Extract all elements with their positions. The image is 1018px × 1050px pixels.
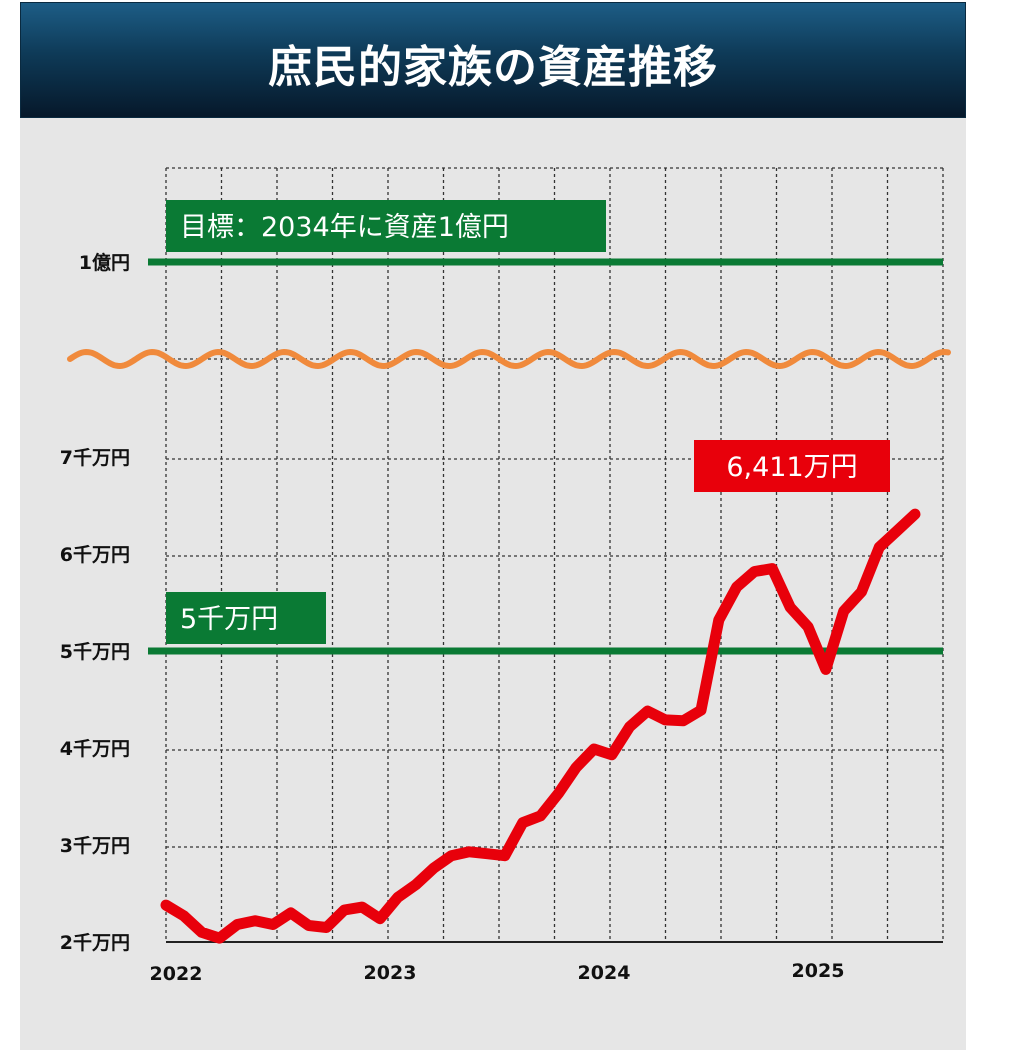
reference-lines: 目標：2034年に資産1億円 5千万円 [148,200,943,655]
chart-title: 庶民的家族の資産推移 [268,42,718,93]
data-point [700,709,702,711]
data-point [236,924,238,925]
data-point [861,591,862,593]
y-tick-labels: 2千万円 3千万円 4千万円 5千万円 6千万円 7千万円 1億円 [60,251,130,954]
data-point [807,626,809,628]
data-point [308,925,310,926]
data-point [361,906,363,908]
y-tick-label: 3千万円 [60,835,130,857]
data-point [593,748,595,750]
series-layer [160,508,921,944]
chart-header: 庶民的家族の資産推移 [20,2,966,118]
data-point [254,920,256,922]
annotations: 6,411万円 [694,440,890,492]
data-point [522,822,524,824]
y-tick-label: 4千万円 [60,738,130,760]
y-tick-label: 1億円 [79,251,130,274]
data-point [468,851,470,853]
data-point [183,915,185,917]
data-point [682,720,684,722]
x-tick-label: 2022 [150,963,203,985]
data-point [450,855,452,857]
data-point [896,530,898,532]
data-point [575,766,577,768]
data-point [736,586,738,588]
data-point [201,931,203,933]
chart-panel: 目標：2034年に資産1億円 5千万円 2千万円 3千万円 4千万円 5千万円 6千万円 7… [20,118,966,1050]
y-tick-label: 6千万円 [60,544,130,566]
grid [165,167,944,943]
data-point [379,918,381,920]
data-point [914,513,916,515]
data-point [272,924,274,925]
data-point [486,853,488,855]
data-point [433,867,434,869]
data-point [878,546,880,548]
data-point [540,815,541,817]
reference-label: 5千万円 [180,604,278,635]
value-callout-box [694,440,890,492]
value-callout: 6,411万円 [726,452,857,483]
data-point [647,710,648,712]
data-point [629,726,631,728]
data-point [843,610,845,612]
data-point [343,909,345,911]
data-point [397,896,399,898]
y-tick-label: 2千万円 [60,932,130,954]
x-tick-labels: 2022 2023 2024 2025 [150,960,845,985]
x-tick-label: 2023 [364,962,417,984]
data-point [771,568,773,570]
data-point [825,668,827,670]
series-line [160,508,921,944]
line-chart: 目標：2034年に資産1億円 5千万円 2千万円 3千万円 4千万円 5千万円 6千万円 7… [60,167,951,985]
data-point [219,937,220,939]
data-point [754,571,755,572]
data-point [326,927,327,928]
data-point [718,619,720,621]
data-point [165,904,167,906]
reference-label-box [166,592,326,644]
data-point [789,606,791,608]
data-point [557,793,559,795]
axis-break-wave [67,348,951,370]
x-tick-label: 2024 [578,962,631,984]
reference-label: 目標：2034年に資産1億円 [180,212,509,243]
x-tick-label: 2025 [792,960,845,982]
reference-label-box [166,200,606,252]
data-point [290,912,292,914]
y-tick-label: 7千万円 [60,447,130,469]
data-point [611,754,613,756]
data-point [664,719,666,721]
data-point [415,884,417,886]
data-point [504,855,506,857]
y-tick-label: 5千万円 [60,641,130,663]
